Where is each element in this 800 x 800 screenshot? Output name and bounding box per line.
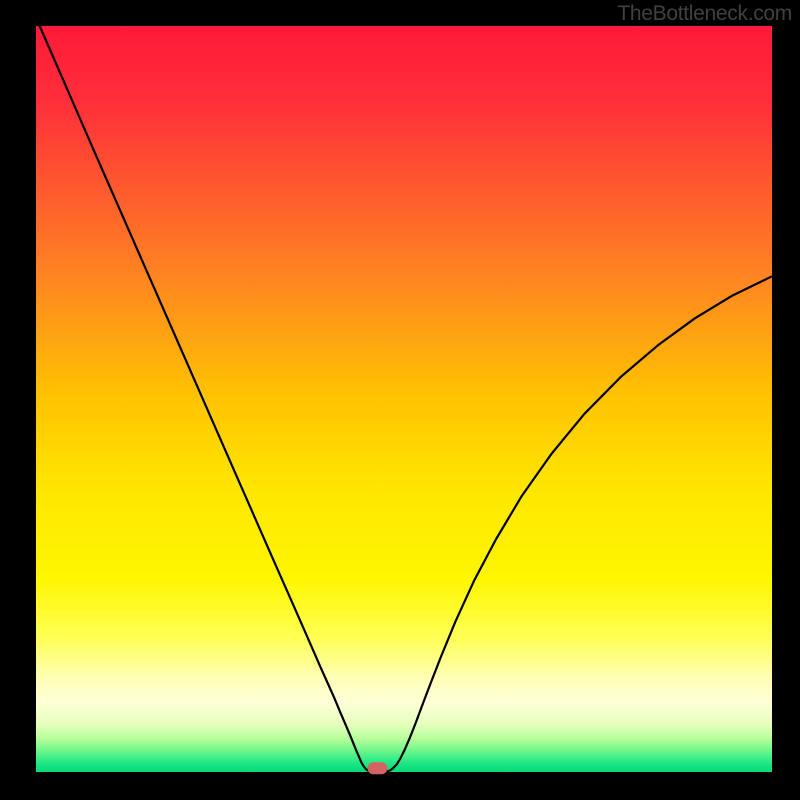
bottleneck-chart: [0, 0, 800, 800]
watermark-text: TheBottleneck.com: [617, 2, 792, 26]
optimal-point-marker: [368, 762, 388, 774]
plot-background: [36, 26, 772, 772]
